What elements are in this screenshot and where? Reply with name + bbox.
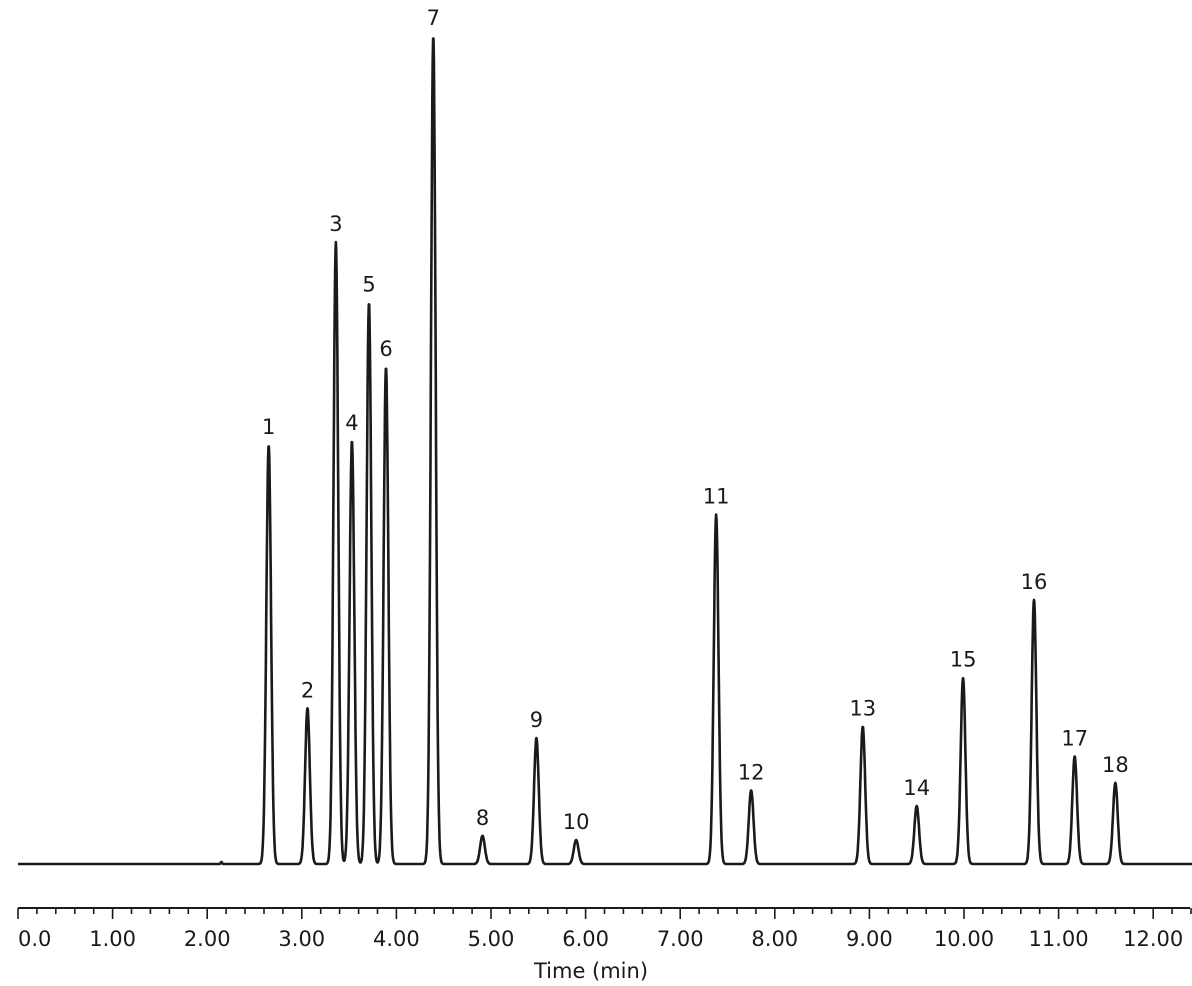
peak-label-14: 14 <box>903 776 930 800</box>
peak-label-12: 12 <box>738 760 765 784</box>
x-tick-label: 0.0 <box>18 927 51 951</box>
chromatogram-trace <box>17 37 1192 866</box>
peak-label-18: 18 <box>1102 753 1129 777</box>
x-tick-label: 7.00 <box>657 927 704 951</box>
peak-label-1: 1 <box>262 415 275 439</box>
x-tick-label: 4.00 <box>373 927 420 951</box>
peak-label-15: 15 <box>950 648 977 672</box>
peak-label-2: 2 <box>301 678 314 702</box>
peak-label-13: 13 <box>849 697 876 721</box>
peak-label-9: 9 <box>530 708 543 732</box>
x-tick-label: 1.00 <box>89 927 136 951</box>
x-tick-label: 5.00 <box>468 927 515 951</box>
x-tick-label: 10.00 <box>934 927 994 951</box>
peak-label-4: 4 <box>345 411 358 435</box>
peak-label-5: 5 <box>362 273 375 297</box>
peak-label-3: 3 <box>329 212 342 236</box>
x-axis-ticks: 0.0 1.00 2.00 3.00 4.00 5.00 6.00 7.00 8.00 9.00 1… <box>17 908 1192 951</box>
x-axis-title: Time (min) <box>533 959 648 983</box>
peak-label-7: 7 <box>427 6 440 30</box>
x-tick-label: 3.00 <box>278 927 325 951</box>
x-tick-label: 11.00 <box>1029 927 1089 951</box>
x-tick-label: 2.00 <box>184 927 231 951</box>
peak-label-16: 16 <box>1021 570 1048 594</box>
peak-label-11: 11 <box>703 485 730 509</box>
peak-label-8: 8 <box>476 806 489 830</box>
x-tick-label: 8.00 <box>751 927 798 951</box>
x-tick-label: 6.00 <box>562 927 609 951</box>
peak-label-17: 17 <box>1061 726 1088 750</box>
peak-label-6: 6 <box>379 337 392 361</box>
x-tick-label: 12.00 <box>1123 927 1183 951</box>
peak-label-10: 10 <box>563 810 590 834</box>
x-tick-label: 9.00 <box>846 927 893 951</box>
